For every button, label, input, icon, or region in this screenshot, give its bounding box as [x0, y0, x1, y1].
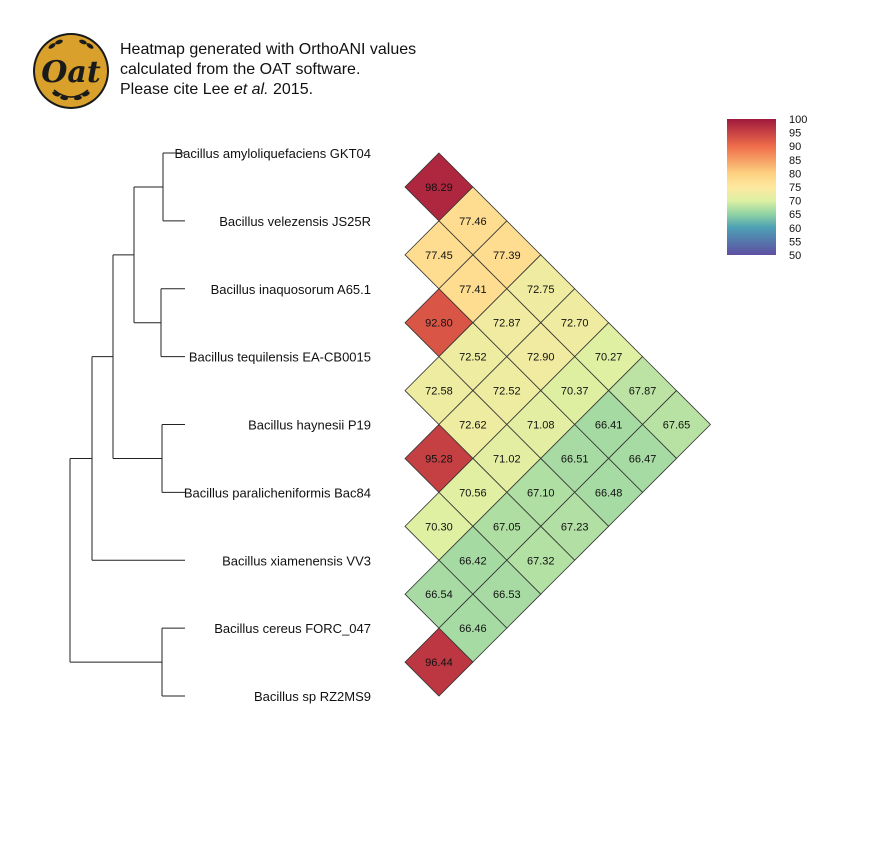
- citation-italic: et al.: [233, 81, 269, 98]
- color-scale-tick: 70: [789, 196, 801, 208]
- heatmap-cell-value: 66.53: [493, 589, 521, 601]
- citation-prefix: Please cite Lee: [120, 81, 234, 98]
- taxon-label: Bacillus inaquosorum A65.1: [211, 282, 371, 297]
- oat-logo: Oat: [33, 33, 109, 109]
- logo-text: Oat: [41, 55, 101, 90]
- taxon-label: Bacillus cereus FORC_047: [214, 621, 371, 636]
- color-scale-tick: 85: [789, 155, 801, 167]
- heatmap-cell-value: 72.52: [459, 352, 487, 364]
- wheat-icon: [48, 39, 94, 101]
- taxon-label: Bacillus paralicheniformis Bac84: [184, 485, 371, 500]
- color-scale-tick: 55: [789, 236, 801, 248]
- color-scale-bar: [727, 119, 776, 255]
- heatmap-cell-value: 71.08: [527, 420, 555, 432]
- heatmap-cell-value: 71.02: [493, 453, 521, 465]
- heatmap-cell-value: 66.47: [629, 453, 657, 465]
- color-scale-tick: 65: [789, 209, 801, 221]
- color-scale-tick: 50: [789, 250, 801, 262]
- color-scale-tick: 100: [789, 114, 807, 126]
- taxon-label: Bacillus tequilensis EA-CB0015: [189, 350, 371, 365]
- taxon-label: Bacillus haynesii P19: [248, 418, 371, 433]
- color-scale-tick: 90: [789, 141, 801, 153]
- heatmap-cell-value: 66.46: [459, 623, 487, 635]
- heatmap-cell-value: 72.90: [527, 352, 555, 364]
- heatmap-cell-value: 98.29: [425, 182, 453, 194]
- taxon-label: Bacillus amyloliquefaciens GKT04: [174, 146, 371, 161]
- header-line-1: Heatmap generated with OrthoANI values: [120, 41, 417, 58]
- taxon-label: Bacillus sp RZ2MS9: [254, 689, 371, 704]
- heatmap-cell-value: 95.28: [425, 453, 453, 465]
- color-scale-tick: 75: [789, 182, 801, 194]
- heatmap-cell-value: 70.27: [595, 352, 623, 364]
- heatmap-cell-value: 77.39: [493, 250, 521, 262]
- heatmap-cell-value: 96.44: [425, 657, 453, 669]
- heatmap-cell-value: 66.41: [595, 420, 623, 432]
- heatmap-cell-value: 67.23: [561, 521, 589, 533]
- heatmap-cell-value: 67.65: [663, 420, 691, 432]
- color-scale-tick: 60: [789, 223, 801, 235]
- heatmap-cell-value: 72.75: [527, 284, 555, 296]
- heatmap-cell-value: 92.80: [425, 318, 453, 330]
- heatmap-cell-value: 70.37: [561, 386, 589, 398]
- heatmap-cell-value: 67.05: [493, 521, 521, 533]
- heatmap-cell-value: 72.87: [493, 318, 521, 330]
- heatmap-cell-value: 72.62: [459, 420, 487, 432]
- heatmap-cell-value: 77.46: [459, 216, 487, 228]
- heatmap-cell-value: 66.54: [425, 589, 453, 601]
- heatmap-cell-value: 66.42: [459, 555, 487, 567]
- heatmap-cell-value: 72.52: [493, 386, 521, 398]
- heatmap-cell-value: 77.41: [459, 284, 487, 296]
- header-line-3: Please cite Lee et al. 2015.: [120, 80, 416, 100]
- heatmap-cell-value: 67.87: [629, 386, 657, 398]
- heatmap-cell-value: 66.51: [561, 453, 589, 465]
- heatmap-cell-value: 72.70: [561, 318, 589, 330]
- heatmap-cell-value: 67.32: [527, 555, 555, 567]
- heatmap-cell-value: 72.58: [425, 386, 453, 398]
- taxon-label: Bacillus xiamenensis VV3: [222, 553, 371, 568]
- color-scale-tick: 80: [789, 168, 801, 180]
- header-citation: Heatmap generated with OrthoANI values c…: [120, 40, 416, 100]
- heatmap-cell-value: 77.45: [425, 250, 453, 262]
- heatmap-cell-value: 70.30: [425, 521, 453, 533]
- heatmap-cell-value: 67.10: [527, 487, 555, 499]
- heatmap-cell-value: 66.48: [595, 487, 623, 499]
- taxon-label: Bacillus velezensis JS25R: [219, 214, 371, 229]
- header-line-2: calculated from the OAT software.: [120, 61, 361, 78]
- heatmap-cell-value: 70.56: [459, 487, 487, 499]
- color-scale-tick: 95: [789, 128, 801, 140]
- heatmap-cell: [404, 627, 474, 697]
- citation-suffix: 2015.: [268, 81, 314, 98]
